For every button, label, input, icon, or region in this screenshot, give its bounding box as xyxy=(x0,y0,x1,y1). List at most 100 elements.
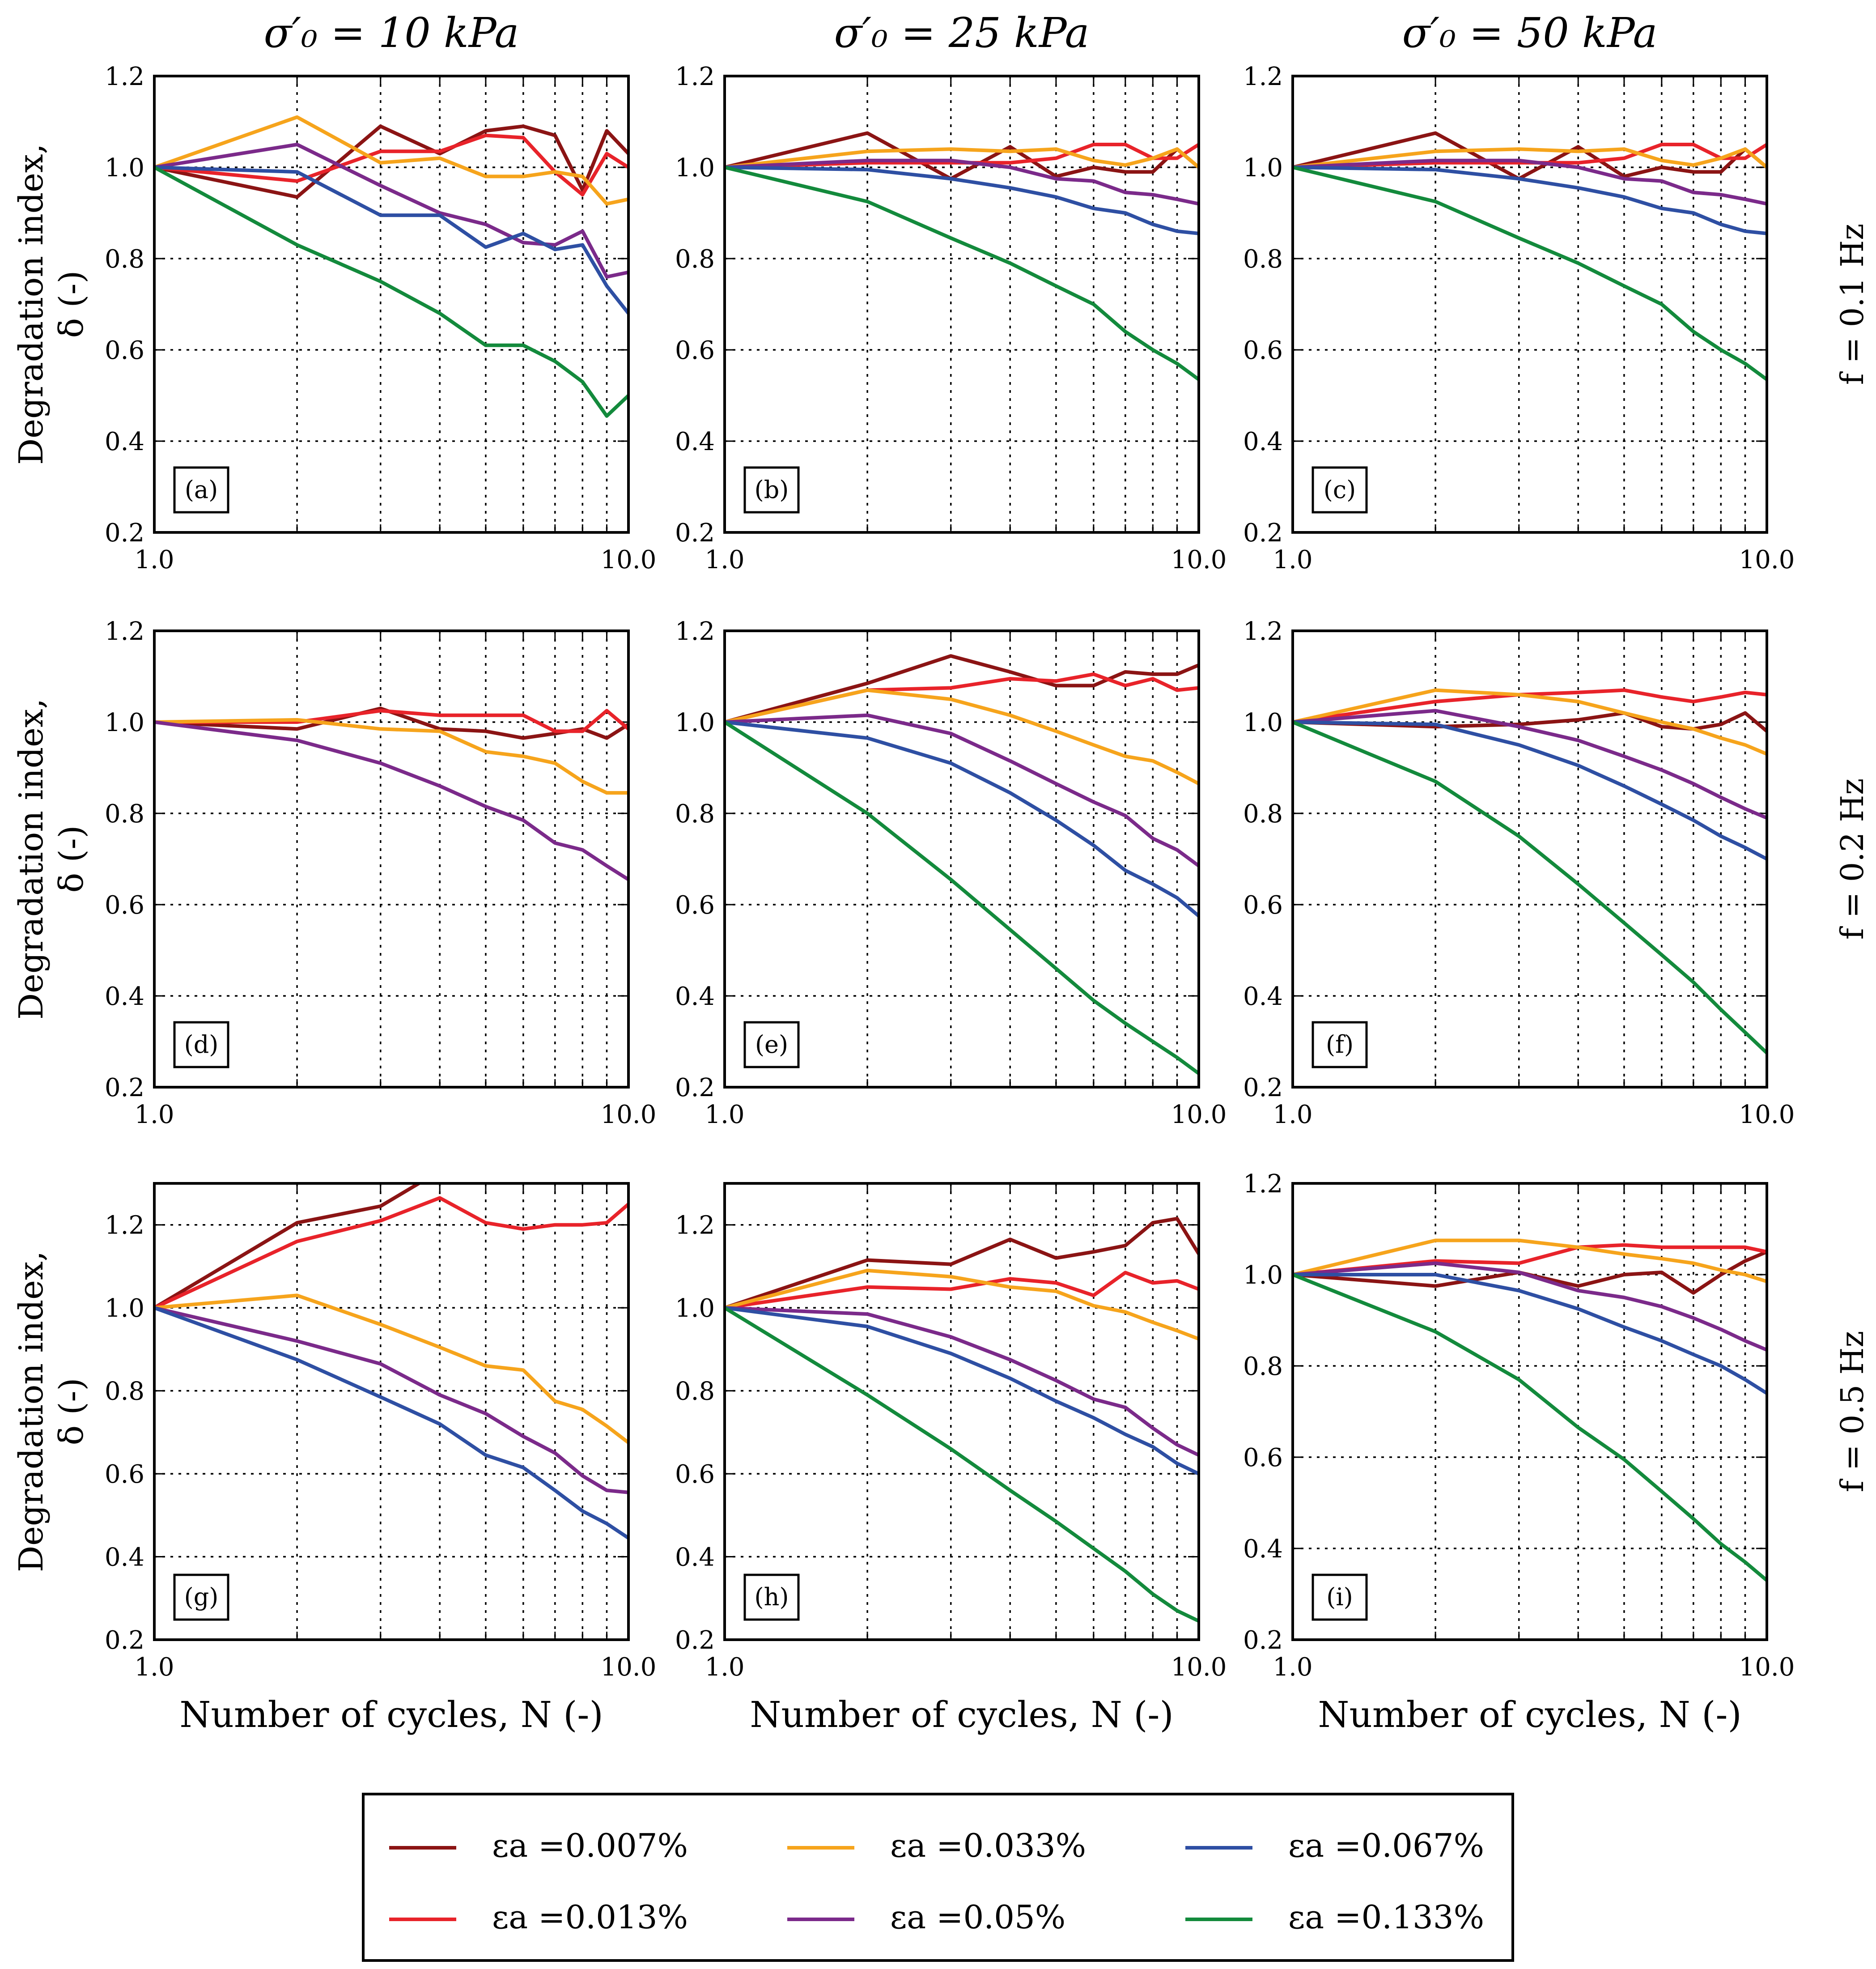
column-header: σ′₀ = 50 kPa xyxy=(1402,9,1658,57)
y-tick-label: 0.4 xyxy=(675,982,715,1011)
series-line xyxy=(725,654,1199,724)
chart-panel: 0.2 0.4 0.6 0.8 1.0 1.2 1.0 10.0 (g) xyxy=(105,1182,656,1682)
y-tick-label: 0.8 xyxy=(1243,1352,1283,1381)
y-tick-label: 1.2 xyxy=(1243,62,1283,91)
panel-label: (b) xyxy=(755,476,789,504)
panel-label: (a) xyxy=(185,476,218,504)
legend-label: εa =0.013% xyxy=(492,1898,688,1936)
series-line xyxy=(154,133,628,197)
legend-label: εa =0.067% xyxy=(1288,1827,1484,1864)
y-tick-label: 1.0 xyxy=(1243,708,1283,737)
y-axis-title: δ (-) xyxy=(52,271,91,338)
series-line xyxy=(154,143,628,279)
x-tick-label: 10.0 xyxy=(601,1100,657,1129)
y-axis-title: δ (-) xyxy=(52,825,91,893)
x-axis-title: Number of cycles, N (-) xyxy=(1318,1694,1741,1735)
series-line xyxy=(1293,709,1767,820)
axes-frame xyxy=(1291,75,1768,534)
series-line xyxy=(1293,166,1767,381)
y-tick-label: 0.6 xyxy=(1243,891,1283,920)
panel-label-box xyxy=(743,466,800,514)
column-header: σ′₀ = 10 kPa xyxy=(264,9,519,57)
series-line xyxy=(1293,1261,1767,1352)
series-line xyxy=(725,720,1199,918)
x-tick-label: 1.0 xyxy=(134,1100,174,1129)
panel-label-box xyxy=(743,1021,800,1068)
series-line xyxy=(1293,131,1767,181)
legend-label: εa =0.133% xyxy=(1288,1898,1484,1936)
series-line xyxy=(725,158,1199,206)
x-tick-label: 1.0 xyxy=(1273,1653,1312,1682)
axes-frame xyxy=(1291,629,1768,1089)
y-tick-label: 1.0 xyxy=(105,1294,144,1323)
chart-panel: 0.2 0.4 0.6 0.8 1.0 1.2 1.0 10.0 (c) xyxy=(1243,62,1795,574)
series-group xyxy=(1293,131,1767,381)
series-line xyxy=(1293,1238,1767,1284)
series-line xyxy=(154,166,628,418)
series-line xyxy=(725,147,1199,169)
series-line xyxy=(725,1306,1199,1623)
y-tick-label: 0.2 xyxy=(1243,519,1283,548)
y-tick-label: 0.8 xyxy=(675,800,715,829)
series-group xyxy=(725,131,1199,381)
x-tick-label: 10.0 xyxy=(1739,1653,1795,1682)
series-line xyxy=(1293,147,1767,169)
series-line xyxy=(725,143,1199,169)
series-line xyxy=(1293,1273,1767,1395)
column-header: σ′₀ = 25 kPa xyxy=(834,9,1090,57)
series-line xyxy=(154,1306,628,1494)
panel-label: (h) xyxy=(755,1583,789,1611)
y-tick-label: 1.0 xyxy=(1243,1261,1283,1290)
chart-panel: 0.2 0.4 0.6 0.8 1.0 1.2 1.0 10.0 (f) xyxy=(1243,617,1795,1129)
y-tick-label: 1.2 xyxy=(1243,1169,1283,1199)
y-tick-label: 1.0 xyxy=(675,1294,715,1323)
y-tick-label: 0.6 xyxy=(675,336,715,365)
panel-label-box xyxy=(173,1021,229,1068)
series-line xyxy=(154,706,628,740)
chart-panel: 0.2 0.4 0.6 0.8 1.0 1.2 1.0 10.0 (e) xyxy=(675,617,1227,1129)
y-tick-label: 0.2 xyxy=(675,1626,715,1655)
y-tick-label: 1.0 xyxy=(675,153,715,183)
axes-frame xyxy=(723,75,1200,534)
x-tick-label: 1.0 xyxy=(705,1100,744,1129)
series-line xyxy=(154,1293,628,1444)
row-label: f = 0.1 Hz xyxy=(1834,224,1871,385)
y-axis-title: Degradation index, xyxy=(12,1251,51,1572)
x-tick-label: 1.0 xyxy=(1273,545,1312,574)
series-line xyxy=(1293,688,1767,756)
series-line xyxy=(154,166,628,315)
series-line xyxy=(725,1306,1199,1476)
y-tick-label: 0.4 xyxy=(1243,1535,1283,1564)
y-axis-title: Degradation index, xyxy=(12,144,51,465)
y-tick-label: 1.2 xyxy=(105,617,144,646)
series-line xyxy=(725,131,1199,181)
y-tick-label: 0.6 xyxy=(675,891,715,920)
series-line xyxy=(154,1196,628,1310)
y-tick-label: 0.4 xyxy=(105,982,144,1011)
y-tick-label: 0.2 xyxy=(1243,1626,1283,1655)
series-line xyxy=(154,115,628,206)
x-axis-title: Number of cycles, N (-) xyxy=(179,1694,603,1735)
series-group xyxy=(1293,688,1767,1055)
y-tick-label: 0.4 xyxy=(105,1543,144,1572)
y-tick-label: 0.4 xyxy=(675,1543,715,1572)
series-line xyxy=(725,166,1199,235)
y-tick-label: 0.6 xyxy=(105,336,144,365)
panel-label-box xyxy=(1312,1021,1368,1068)
y-tick-label: 1.2 xyxy=(1243,617,1283,646)
y-tick-label: 1.2 xyxy=(675,62,715,91)
y-tick-label: 0.6 xyxy=(675,1460,715,1489)
y-tick-label: 0.4 xyxy=(1243,982,1283,1011)
series-group xyxy=(154,706,628,881)
series-line xyxy=(725,1271,1199,1310)
axes-frame xyxy=(153,629,630,1089)
series-line xyxy=(1293,166,1767,235)
y-axis-title: δ (-) xyxy=(52,1378,91,1446)
chart-panel: 0.2 0.4 0.6 0.8 1.0 1.2 1.0 10.0 (i) xyxy=(1243,1169,1795,1682)
row-label: f = 0.5 Hz xyxy=(1834,1331,1871,1493)
series-line xyxy=(154,720,628,881)
y-tick-label: 0.4 xyxy=(105,427,144,456)
x-tick-label: 10.0 xyxy=(1171,1100,1227,1129)
chart-panel: 0.2 0.4 0.6 0.8 1.0 1.2 1.0 10.0 (d) xyxy=(105,617,656,1129)
